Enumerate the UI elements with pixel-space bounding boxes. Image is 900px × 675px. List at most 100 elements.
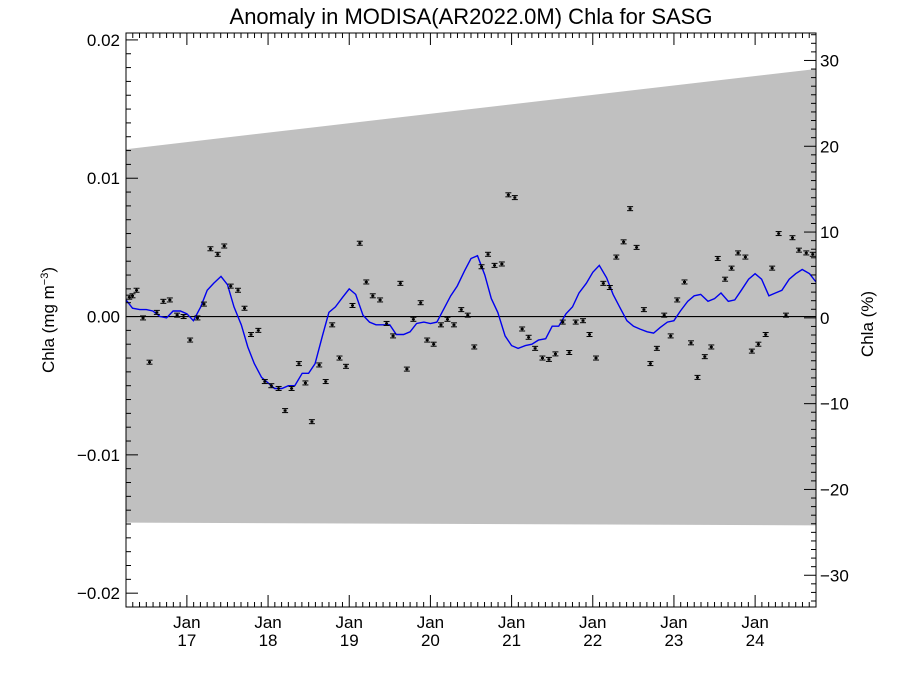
monthly-point-marker <box>277 387 281 390</box>
x-tick-label-month: Jan <box>173 613 200 632</box>
smoothed-anomaly-line <box>125 254 817 390</box>
monthly-point <box>478 264 485 270</box>
monthly-point <box>708 344 715 350</box>
monthly-point <box>803 250 810 256</box>
x-tick-label-year: 21 <box>502 631 521 650</box>
monthly-point-marker <box>141 316 145 319</box>
monthly-point-marker <box>655 347 659 350</box>
monthly-point-marker <box>480 265 484 268</box>
monthly-point-marker <box>635 246 639 249</box>
monthly-point-marker <box>764 333 768 336</box>
monthly-point-marker <box>290 387 294 390</box>
monthly-point <box>295 361 302 367</box>
monthly-point <box>349 302 356 308</box>
monthly-point <box>511 195 518 201</box>
monthly-point <box>485 251 492 257</box>
monthly-point <box>255 327 262 333</box>
monthly-point-marker <box>675 298 679 301</box>
monthly-point <box>809 251 816 257</box>
monthly-point-marker <box>222 245 226 248</box>
monthly-point <box>302 380 309 386</box>
monthly-point <box>606 284 613 290</box>
monthly-point <box>430 341 437 347</box>
monthly-point <box>444 316 451 322</box>
monthly-point-marker <box>229 285 233 288</box>
monthly-point <box>735 250 742 256</box>
monthly-point-marker <box>533 347 537 350</box>
monthly-point <box>410 316 417 322</box>
monthly-point <box>755 341 762 347</box>
monthly-point-marker <box>310 420 314 423</box>
monthly-point <box>769 265 776 271</box>
y-right-tick-label: 20 <box>820 137 839 156</box>
monthly-point <box>728 265 735 271</box>
monthly-point <box>722 276 729 282</box>
monthly-point-marker <box>130 294 134 297</box>
monthly-point-marker <box>344 365 348 368</box>
monthly-point <box>207 246 214 252</box>
monthly-point-marker <box>689 341 693 344</box>
monthly-point-marker <box>337 357 341 360</box>
monthly-point <box>795 247 802 253</box>
monthly-point <box>491 262 498 268</box>
monthly-point-marker <box>161 300 165 303</box>
monthly-point-marker <box>547 358 551 361</box>
monthly-point-marker <box>378 298 382 301</box>
monthly-point <box>789 235 796 241</box>
monthly-point-marker <box>472 345 476 348</box>
y-axis-right: 30 20 10 0 −10 −20 −30 <box>804 34 849 602</box>
monthly-point-marker <box>500 262 504 265</box>
x-tick-label-year: 18 <box>259 631 278 650</box>
uncertainty-band-layer <box>126 68 816 526</box>
monthly-point-marker <box>182 315 186 318</box>
monthly-points-layer <box>126 192 816 425</box>
monthly-point-marker <box>317 363 321 366</box>
monthly-point-marker <box>736 251 740 254</box>
monthly-point-marker <box>297 362 301 365</box>
monthly-point-marker <box>466 314 470 317</box>
monthly-point-marker <box>391 334 395 337</box>
y-right-tick-label: −10 <box>820 395 849 414</box>
monthly-point <box>580 318 587 324</box>
monthly-point <box>268 383 275 389</box>
monthly-point <box>424 337 431 343</box>
monthly-point-marker <box>662 314 666 317</box>
monthly-point-marker <box>601 282 605 285</box>
monthly-point-marker <box>493 264 497 267</box>
monthly-point <box>153 309 160 315</box>
x-tick-label-year: 19 <box>340 631 359 650</box>
monthly-point <box>545 356 552 362</box>
monthly-point-marker <box>269 384 273 387</box>
monthly-point-marker <box>350 304 354 307</box>
monthly-point-marker <box>642 308 646 311</box>
smoothed-line-layer <box>125 254 817 390</box>
y-axis-right-label: Chla (%) <box>858 291 877 357</box>
y-axis-left-label-close: ) <box>39 267 58 273</box>
monthly-point <box>377 297 384 303</box>
monthly-point-marker <box>208 247 212 250</box>
monthly-point <box>403 366 410 372</box>
monthly-point <box>633 244 640 250</box>
y-axis-left: 0.02 0.01 0.00 −0.01 −0.02 <box>77 31 138 608</box>
y-axis-left-label-exponent: −3 <box>39 273 51 286</box>
monthly-point-marker <box>790 236 794 239</box>
monthly-point-marker <box>432 343 436 346</box>
monthly-point <box>586 332 593 338</box>
y-left-tick-label: 0.02 <box>87 31 120 50</box>
monthly-point <box>775 231 782 237</box>
monthly-point <box>613 254 620 260</box>
monthly-point <box>140 315 147 321</box>
y-right-tick-label: 0 <box>820 309 829 328</box>
monthly-point-marker <box>263 380 267 383</box>
monthly-point <box>329 322 336 328</box>
monthly-point <box>133 287 140 293</box>
monthly-point <box>694 374 701 380</box>
monthly-point-marker <box>148 361 152 364</box>
monthly-point <box>701 354 708 360</box>
monthly-point <box>369 293 376 299</box>
monthly-point-marker <box>730 267 734 270</box>
x-tick-label-month: Jan <box>741 613 768 632</box>
monthly-point <box>464 312 471 318</box>
monthly-point-marker <box>581 319 585 322</box>
